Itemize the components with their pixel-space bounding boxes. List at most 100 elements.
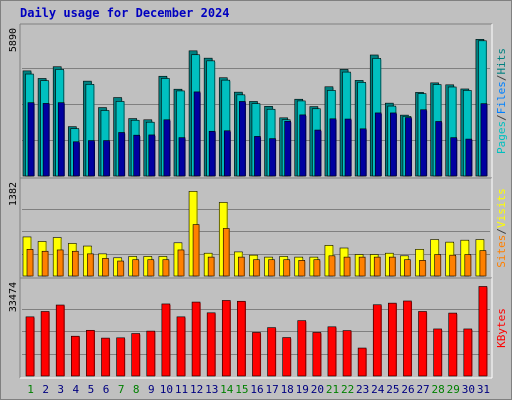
bar-pages-day-18 [284, 120, 291, 177]
bar-sites-day-5 [87, 253, 94, 277]
bar-kbytes-day-27 [418, 311, 427, 377]
bar-kbytes-day-23 [357, 347, 367, 377]
bar-pages-day-9 [148, 134, 156, 177]
axis-label-part: / [495, 75, 508, 82]
bar-kbytes-day-1 [25, 316, 35, 377]
bar-sites-day-30 [464, 254, 472, 277]
bar-pages-day-13 [208, 130, 216, 177]
bar-sites-day-4 [71, 250, 79, 277]
axis-label-part: / [495, 114, 508, 121]
axis-label-part: Files [495, 81, 508, 114]
bar-pages-day-26 [405, 117, 412, 177]
x-tick-label-day-9: 9 [148, 383, 155, 396]
bar-pages-day-12 [193, 91, 201, 177]
bar-pages-day-6 [103, 140, 110, 177]
bar-sites-day-20 [313, 259, 321, 277]
bar-sites-day-16 [253, 259, 260, 277]
x-tick-label-day-5: 5 [88, 383, 95, 396]
bar-sites-day-7 [117, 260, 124, 277]
bar-pages-day-14 [223, 130, 231, 177]
bar-pages-day-3 [57, 102, 65, 177]
axis-label-part: Hits [495, 48, 508, 75]
bar-sites-day-10 [162, 259, 170, 277]
bar-sites-day-27 [419, 260, 426, 277]
max-value-label-top: 5890 [8, 28, 19, 52]
x-tick-label-day-20: 20 [311, 383, 324, 396]
bar-kbytes-day-19 [297, 320, 307, 377]
bar-kbytes-day-4 [70, 335, 80, 377]
bar-pages-day-16 [254, 136, 261, 177]
bar-kbytes-day-13 [206, 312, 216, 377]
bar-kbytes-day-29 [448, 312, 458, 377]
bar-kbytes-day-15 [237, 300, 246, 377]
x-tick-label-day-22: 22 [341, 383, 354, 396]
axis-label-part: Visits [495, 188, 508, 228]
bar-sites-day-12 [192, 224, 200, 277]
bar-kbytes-day-18 [282, 337, 291, 377]
bar-kbytes-day-11 [176, 316, 186, 377]
bar-sites-day-3 [56, 249, 64, 277]
bar-sites-day-21 [328, 255, 336, 277]
x-tick-label-day-21: 21 [326, 383, 339, 396]
bar-pages-day-5 [88, 140, 95, 177]
bar-sites-day-22 [343, 256, 351, 277]
x-tick-label-day-17: 17 [265, 383, 278, 396]
bar-kbytes-day-22 [342, 330, 352, 377]
bar-pages-day-19 [299, 114, 307, 177]
x-tick-label-day-1: 1 [27, 383, 34, 396]
x-tick-label-day-14: 14 [220, 383, 234, 396]
bar-sites-day-23 [358, 256, 366, 277]
bar-kbytes-day-28 [433, 328, 442, 377]
bar-sites-day-28 [434, 254, 441, 277]
axis-label-middle: Sites/Visits [495, 188, 508, 268]
bar-pages-day-21 [329, 118, 337, 177]
bar-pages-day-1 [27, 102, 35, 177]
x-tick-label-day-15: 15 [235, 383, 248, 396]
bar-pages-day-25 [390, 112, 397, 177]
bar-pages-day-20 [314, 129, 322, 177]
bar-kbytes-day-2 [40, 311, 50, 377]
bar-sites-day-11 [177, 249, 185, 277]
x-tick-label-day-13: 13 [205, 383, 218, 396]
bar-pages-day-4 [72, 141, 80, 177]
x-tick-label-day-16: 16 [250, 383, 263, 396]
bar-kbytes-day-30 [463, 328, 473, 377]
x-tick-label-day-26: 26 [401, 383, 414, 396]
bar-pages-day-31 [480, 103, 488, 177]
bar-sites-day-6 [102, 258, 109, 277]
max-value-label-bottom: 33474 [8, 282, 19, 312]
bar-sites-day-17 [268, 259, 275, 277]
axis-label-bottom: KBytes [495, 308, 508, 348]
bar-pages-day-11 [178, 137, 186, 177]
bar-kbytes-day-16 [252, 332, 261, 377]
bar-sites-day-25 [389, 256, 396, 277]
bar-kbytes-day-17 [267, 327, 276, 377]
x-tick-label-day-27: 27 [416, 383, 429, 396]
bar-kbytes-day-25 [388, 302, 397, 377]
bar-sites-day-19 [298, 260, 306, 277]
x-tick-label-day-19: 19 [296, 383, 309, 396]
x-tick-label-day-11: 11 [175, 383, 188, 396]
max-value-label-middle: 1382 [8, 182, 19, 206]
bar-pages-day-28 [435, 121, 442, 177]
bar-sites-day-2 [41, 250, 49, 277]
axis-label-part: Sites [495, 235, 508, 268]
bar-sites-day-13 [207, 256, 215, 277]
bar-pages-day-15 [239, 101, 246, 177]
x-tick-label-day-7: 7 [118, 383, 125, 396]
bar-kbytes-day-8 [131, 333, 140, 377]
axis-label-top: Pages/Files/Hits [495, 48, 508, 154]
chart-title: Daily usage for December 2024 [20, 6, 230, 20]
bar-pages-day-27 [420, 109, 427, 177]
bar-sites-day-1 [26, 248, 34, 277]
x-tick-label-day-3: 3 [57, 383, 64, 396]
bar-kbytes-day-12 [191, 301, 201, 377]
bar-sites-day-24 [373, 256, 381, 277]
x-tick-label-day-18: 18 [281, 383, 294, 396]
x-tick-label-day-23: 23 [356, 383, 369, 396]
x-tick-label-day-12: 12 [190, 383, 203, 396]
bar-sites-day-26 [404, 259, 411, 277]
x-tick-label-day-4: 4 [73, 383, 80, 396]
bar-pages-day-2 [42, 103, 50, 177]
